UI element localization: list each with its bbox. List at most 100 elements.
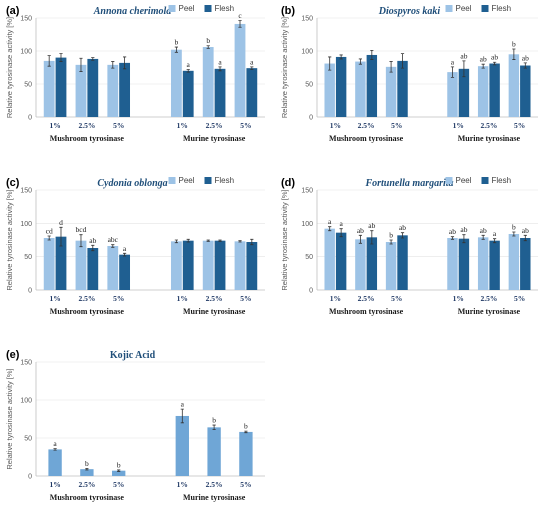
y-axis-label: Relative tyrosinase activity [%] <box>280 17 289 118</box>
error-bar <box>389 239 393 245</box>
y-axis-label: Relative tyrosinase activity [%] <box>5 368 14 469</box>
bar <box>202 47 214 117</box>
group-label: Mushroom tyrosinase <box>50 134 125 143</box>
bar <box>397 60 408 117</box>
x-tick-label: 5% <box>240 294 251 303</box>
bar <box>214 240 226 290</box>
error-bar <box>47 235 51 241</box>
error-bar <box>512 48 516 60</box>
bar <box>366 237 378 290</box>
y-axis-label: Relative tyrosinase activity [%] <box>5 17 14 118</box>
error-bar <box>47 55 51 67</box>
legend-swatch <box>168 177 176 184</box>
legend-swatch <box>445 5 453 12</box>
chart-title: Kojic Acid <box>110 350 156 361</box>
panel-letter: (e) <box>6 349 20 361</box>
significance-label: a <box>53 439 57 448</box>
legend-entry: Flesh <box>492 4 512 13</box>
y-tick-label: 50 <box>24 254 32 261</box>
significance-label: ab <box>480 226 487 235</box>
bar <box>324 228 335 290</box>
bar <box>175 415 189 476</box>
y-tick-label: 150 <box>301 188 313 195</box>
bar <box>48 449 62 476</box>
bar <box>107 246 119 290</box>
bar <box>107 64 119 117</box>
bar <box>489 240 500 290</box>
significance-label: c <box>238 11 242 20</box>
y-tick-label: 50 <box>305 254 313 261</box>
error-bar <box>180 408 184 424</box>
legend-swatch <box>445 177 453 184</box>
error-bar <box>53 448 57 451</box>
error-bar <box>123 252 127 257</box>
x-tick-label: 2.5% <box>78 121 95 130</box>
y-tick-label: 0 <box>309 115 313 122</box>
significance-label: a <box>451 57 455 66</box>
y-axis-label: Relative tyrosinase activity [%] <box>5 189 14 290</box>
y-tick-label: 100 <box>20 221 32 228</box>
error-bar <box>339 54 343 60</box>
significance-label: ab <box>368 221 375 230</box>
error-bar <box>493 61 497 66</box>
significance-label: b <box>206 36 210 45</box>
x-tick-label: 1% <box>330 294 341 303</box>
error-bar <box>370 49 374 60</box>
y-tick-label: 50 <box>24 436 32 443</box>
significance-label: a <box>123 244 127 253</box>
x-tick-label: 2.5% <box>206 480 223 489</box>
error-bar <box>238 20 242 28</box>
y-tick-label: 50 <box>305 82 313 89</box>
bar <box>202 240 214 290</box>
x-tick-label: 1% <box>49 480 60 489</box>
panel-letter: (d) <box>281 177 295 189</box>
legend-entry: Peel <box>179 4 195 13</box>
bar <box>335 56 347 117</box>
legend-entry: Flesh <box>215 176 235 185</box>
significance-label: bcd <box>76 225 87 234</box>
error-bar <box>218 239 222 242</box>
legend-swatch <box>204 177 212 184</box>
error-bar <box>244 430 248 434</box>
x-tick-label: 5% <box>113 480 124 489</box>
error-bar <box>523 62 527 69</box>
legend-swatch <box>481 5 489 12</box>
error-bar <box>186 69 190 73</box>
error-bar <box>358 58 362 65</box>
bar <box>458 238 470 290</box>
bar <box>520 238 531 290</box>
bar <box>246 242 258 290</box>
bar <box>112 470 126 476</box>
group-label: Mushroom tyrosinase <box>329 307 404 316</box>
group-label: Mushroom tyrosinase <box>50 307 125 316</box>
significance-label: ab <box>449 227 456 236</box>
y-tick-label: 100 <box>301 49 313 56</box>
significance-label: cd <box>46 227 53 236</box>
x-tick-label: 5% <box>113 294 124 303</box>
group-label: Murine tyrosinase <box>183 307 246 316</box>
error-bar <box>59 53 63 62</box>
error-bar <box>174 239 178 244</box>
legend-swatch <box>168 5 176 12</box>
group-label: Murine tyrosinase <box>183 493 246 502</box>
bar <box>43 60 55 117</box>
bar <box>458 68 470 117</box>
x-tick-label: 5% <box>391 121 402 130</box>
significance-label: b <box>117 460 121 469</box>
x-tick-label: 1% <box>49 294 60 303</box>
bar <box>87 58 99 117</box>
legend-entry: Peel <box>456 4 472 13</box>
panel-letter: (b) <box>281 5 295 17</box>
bar <box>324 63 335 117</box>
bar <box>385 66 397 117</box>
x-tick-label: 5% <box>240 121 251 130</box>
chart-title: Cydonia oblonga <box>97 178 167 189</box>
error-bar <box>79 234 83 248</box>
significance-label: b <box>85 459 89 468</box>
bar <box>80 469 94 476</box>
y-tick-label: 0 <box>28 288 32 295</box>
error-bar <box>212 424 216 431</box>
bar <box>55 236 67 290</box>
error-bar <box>111 61 115 69</box>
